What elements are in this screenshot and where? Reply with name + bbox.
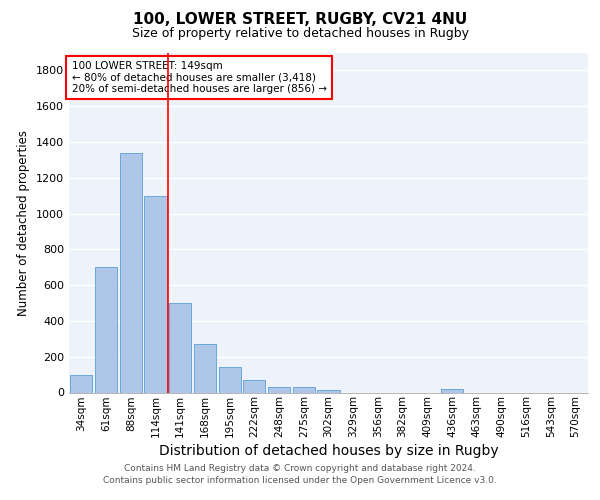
Bar (70, 374, 92, 392)
Text: Contains public sector information licensed under the Open Government Licence v3: Contains public sector information licen… (103, 476, 497, 485)
Text: Contains HM Land Registry data © Crown copyright and database right 2024.: Contains HM Land Registry data © Crown c… (124, 464, 476, 473)
Bar (169, 303, 191, 392)
Bar (243, 380, 265, 392)
Text: Size of property relative to detached houses in Rugby: Size of property relative to detached ho… (131, 28, 469, 40)
Y-axis label: Number of detached properties: Number of detached properties (17, 130, 31, 316)
Bar (194, 344, 216, 393)
Bar (145, 196, 167, 392)
Bar (95, 267, 117, 392)
Bar (441, 389, 463, 392)
Bar (317, 390, 340, 392)
Bar (119, 152, 142, 392)
Text: 100 LOWER STREET: 149sqm
← 80% of detached houses are smaller (3,418)
20% of sem: 100 LOWER STREET: 149sqm ← 80% of detach… (71, 61, 326, 94)
Bar (218, 368, 241, 392)
Text: 100, LOWER STREET, RUGBY, CV21 4NU: 100, LOWER STREET, RUGBY, CV21 4NU (133, 12, 467, 28)
Bar (268, 387, 290, 392)
Bar (293, 387, 315, 392)
X-axis label: Distribution of detached houses by size in Rugby: Distribution of detached houses by size … (158, 444, 499, 458)
